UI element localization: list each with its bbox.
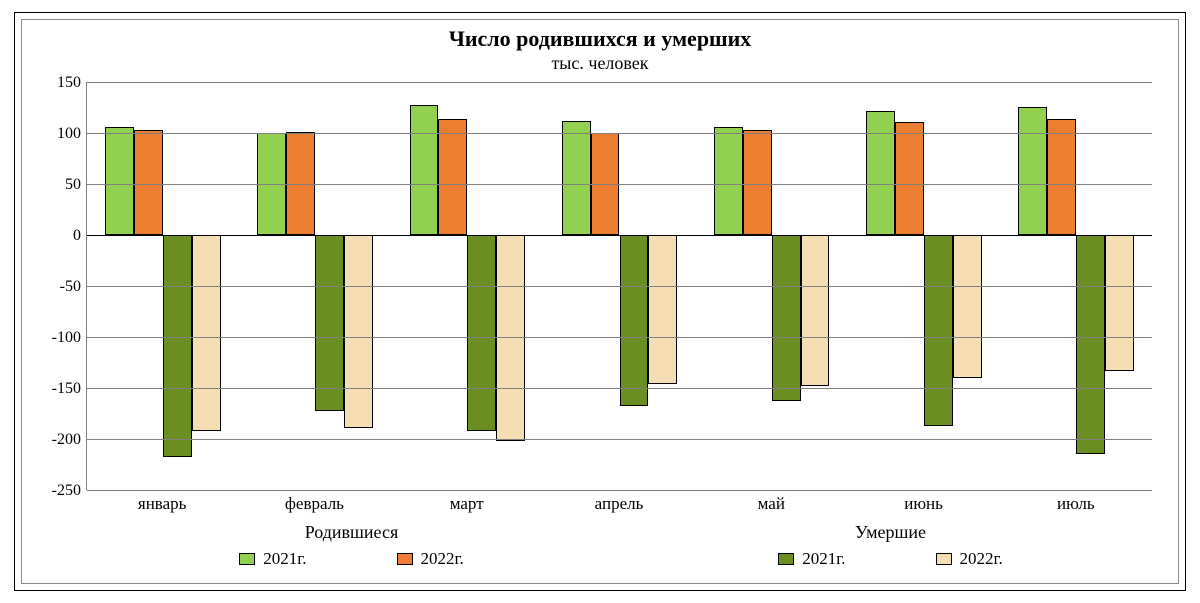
bar-births_2022 bbox=[895, 122, 924, 235]
y-tick-label: -250 bbox=[52, 482, 87, 500]
bar-deaths_2021 bbox=[772, 235, 801, 401]
x-tick-label: февраль bbox=[285, 494, 344, 514]
x-axis-labels: январь февраль март апрель май июнь июль bbox=[86, 494, 1152, 518]
bar-deaths_2022 bbox=[496, 235, 525, 441]
chart-subtitle: тыс. человек bbox=[22, 54, 1178, 74]
gridline: -250 bbox=[87, 490, 1152, 491]
legend-group-title-births: Родившиеся bbox=[305, 522, 399, 543]
page-border: Число родившихся и умерших тыс. человек … bbox=[14, 12, 1186, 591]
bar-deaths_2021 bbox=[1076, 235, 1105, 454]
x-tick-label: июнь bbox=[904, 494, 943, 514]
y-tick-label: -200 bbox=[52, 431, 87, 449]
x-tick-label: март bbox=[450, 494, 484, 514]
bar-deaths_2021 bbox=[315, 235, 344, 411]
legend-item-deaths-2022: 2022г. bbox=[936, 549, 1003, 569]
plot-area: -250 -200 -150 -100 -50 0 50 100 150 bbox=[86, 82, 1152, 490]
legend-label-births-2022: 2022г. bbox=[421, 549, 464, 569]
gridline: 150 bbox=[87, 82, 1152, 83]
x-tick-label: январь bbox=[138, 494, 187, 514]
legend-item-births-2022: 2022г. bbox=[397, 549, 464, 569]
plot-wrap: -250 -200 -150 -100 -50 0 50 100 150 январь февра… bbox=[32, 78, 1160, 518]
bar-deaths_2021 bbox=[924, 235, 953, 426]
bar-deaths_2022 bbox=[344, 235, 373, 428]
bar-deaths_2022 bbox=[801, 235, 830, 386]
bar-births_2022 bbox=[1047, 119, 1076, 235]
y-tick-label: 100 bbox=[57, 125, 87, 143]
legend-item-deaths-2021: 2021г. bbox=[778, 549, 845, 569]
legend-label-births-2021: 2021г. bbox=[263, 549, 306, 569]
legend-swatch-births-2021 bbox=[239, 553, 255, 565]
bar-births_2021 bbox=[866, 111, 895, 235]
bar-deaths_2021 bbox=[467, 235, 496, 431]
legend-label-deaths-2022: 2022г. bbox=[960, 549, 1003, 569]
bar-deaths_2022 bbox=[1105, 235, 1134, 371]
bar-births_2022 bbox=[134, 130, 163, 235]
bar-births_2022 bbox=[743, 130, 772, 235]
bar-deaths_2022 bbox=[953, 235, 982, 378]
bar-births_2021 bbox=[1018, 107, 1047, 235]
gridline: 0 bbox=[87, 235, 1152, 236]
bar-deaths_2022 bbox=[192, 235, 221, 431]
gridline: 50 bbox=[87, 184, 1152, 185]
x-tick-label: апрель bbox=[595, 494, 644, 514]
legend-group-births: Родившиеся 2021г. 2022г. bbox=[82, 522, 621, 569]
y-tick-label: 50 bbox=[65, 176, 87, 194]
x-tick-label: июль bbox=[1057, 494, 1095, 514]
chart-frame: Число родившихся и умерших тыс. человек … bbox=[21, 19, 1179, 584]
gridline: 100 bbox=[87, 133, 1152, 134]
bar-deaths_2022 bbox=[648, 235, 677, 384]
y-tick-label: 0 bbox=[73, 227, 87, 245]
legend-item-births-2021: 2021г. bbox=[239, 549, 306, 569]
y-tick-label: -100 bbox=[52, 329, 87, 347]
bar-births_2021 bbox=[562, 121, 591, 235]
gridline: -150 bbox=[87, 388, 1152, 389]
bar-births_2022 bbox=[438, 119, 467, 235]
gridline: -100 bbox=[87, 337, 1152, 338]
legend-swatch-deaths-2021 bbox=[778, 553, 794, 565]
bar-births_2021 bbox=[714, 127, 743, 235]
bar-births_2021 bbox=[410, 105, 439, 236]
legend-group-deaths: Умершие 2021г. 2022г. bbox=[621, 522, 1160, 569]
legend-swatch-deaths-2022 bbox=[936, 553, 952, 565]
legend-swatch-births-2022 bbox=[397, 553, 413, 565]
bar-deaths_2021 bbox=[620, 235, 649, 406]
bar-deaths_2021 bbox=[163, 235, 192, 457]
y-tick-label: -50 bbox=[60, 278, 87, 296]
y-tick-label: 150 bbox=[57, 74, 87, 92]
chart-title: Число родившихся и умерших bbox=[22, 26, 1178, 52]
legend-label-deaths-2021: 2021г. bbox=[802, 549, 845, 569]
gridline: -50 bbox=[87, 286, 1152, 287]
outer-frame: Число родившихся и умерших тыс. человек … bbox=[0, 0, 1200, 603]
legend-group-title-deaths: Умершие bbox=[855, 522, 926, 543]
y-tick-label: -150 bbox=[52, 380, 87, 398]
gridline: -200 bbox=[87, 439, 1152, 440]
legend: Родившиеся 2021г. 2022г. Умершие bbox=[22, 518, 1178, 583]
x-tick-label: май bbox=[758, 494, 785, 514]
bar-births_2021 bbox=[105, 127, 134, 235]
